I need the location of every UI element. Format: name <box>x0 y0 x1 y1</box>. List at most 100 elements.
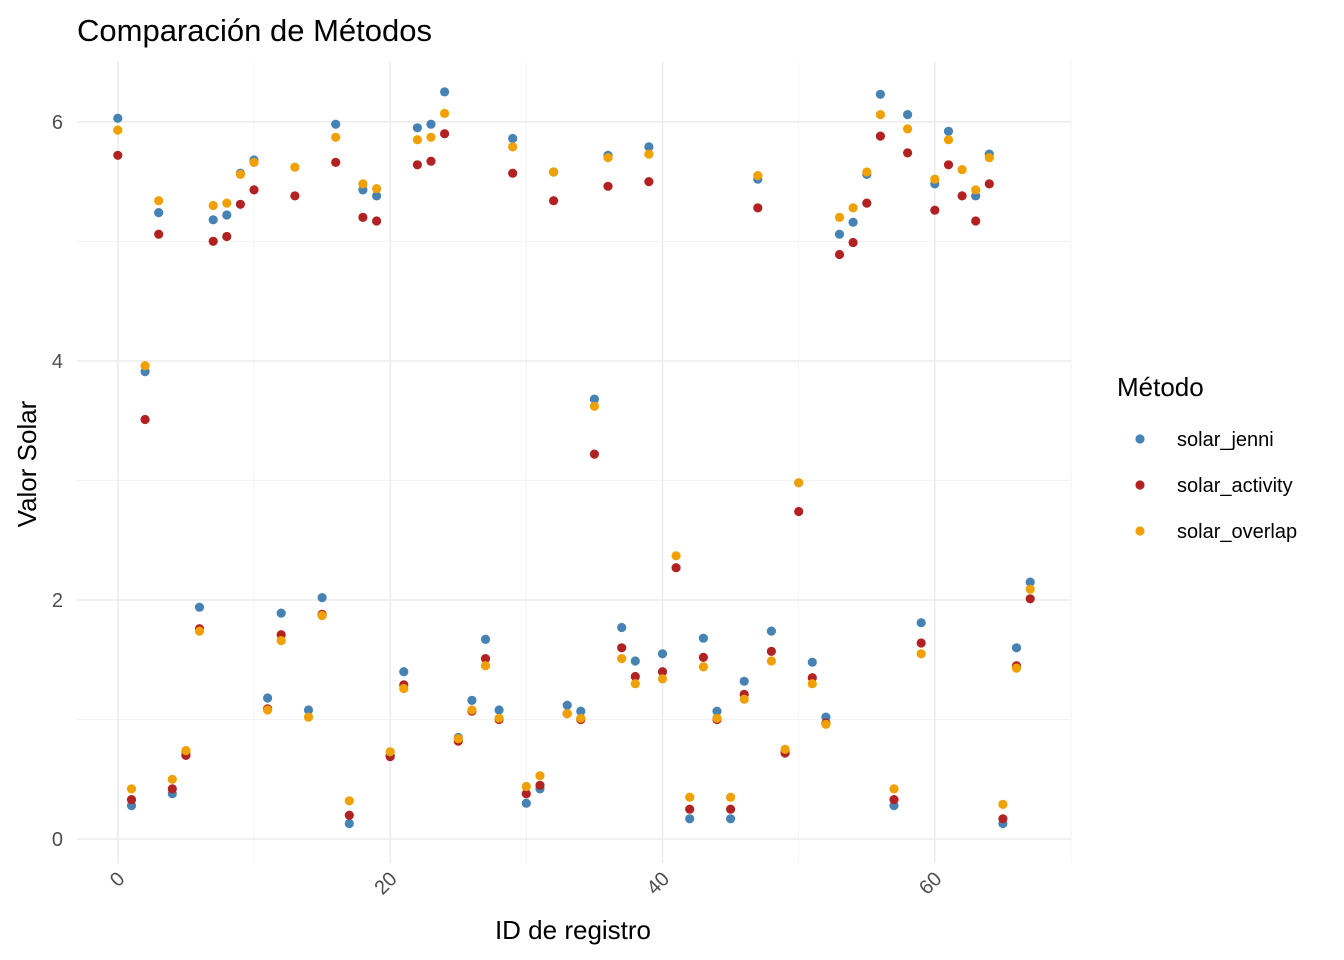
points-layer <box>113 87 1035 829</box>
data-point <box>508 133 518 144</box>
data-point <box>889 784 899 794</box>
data-point <box>521 798 531 808</box>
series-solar_overlap <box>113 108 1035 810</box>
data-point <box>426 132 436 142</box>
data-point <box>113 125 123 135</box>
data-point <box>971 185 981 195</box>
legend-label: solar_activity <box>1177 475 1293 497</box>
data-point <box>603 153 613 163</box>
series-solar_jenni <box>113 87 1035 829</box>
data-point <box>508 168 518 178</box>
data-point <box>903 148 913 158</box>
data-point <box>644 149 654 159</box>
data-point <box>222 231 232 242</box>
data-point <box>480 654 491 664</box>
data-point <box>549 167 559 177</box>
data-point <box>821 719 831 729</box>
grid <box>77 62 1072 863</box>
legend-item-solar_overlap: solar_overlap <box>1135 521 1297 543</box>
data-point <box>617 654 627 664</box>
data-point <box>657 674 668 684</box>
legend-label: solar_jenni <box>1177 429 1274 451</box>
data-point <box>535 780 545 790</box>
data-point <box>685 804 695 814</box>
data-point <box>698 662 709 672</box>
y-axis-ticks: 0 2 4 6 <box>52 112 63 851</box>
data-point <box>726 792 736 802</box>
data-point <box>726 804 736 814</box>
data-point <box>794 506 804 517</box>
x-tick-label: 60 <box>915 868 946 899</box>
data-point <box>562 709 572 719</box>
data-point <box>453 734 463 744</box>
y-tick-label: 2 <box>52 590 63 612</box>
data-point <box>494 705 504 715</box>
data-point <box>698 652 709 663</box>
data-point <box>235 199 245 209</box>
legend-key <box>1135 480 1145 490</box>
data-point <box>930 174 940 184</box>
legend-title: Método <box>1117 372 1204 402</box>
data-point <box>494 713 504 723</box>
data-point <box>208 200 218 211</box>
x-tick-label: 0 <box>106 868 129 891</box>
data-point <box>331 157 341 167</box>
data-point <box>344 810 354 820</box>
data-point <box>848 237 858 248</box>
data-point <box>412 135 422 145</box>
data-point <box>589 449 600 459</box>
data-point <box>807 679 817 689</box>
data-point <box>589 401 600 411</box>
data-point <box>358 179 368 189</box>
data-point <box>957 165 967 175</box>
data-point <box>576 706 586 716</box>
data-point <box>113 113 123 123</box>
legend: Método solar_jenni solar_activity solar_ov… <box>1117 372 1297 543</box>
data-point <box>766 626 777 636</box>
data-point <box>766 656 777 666</box>
legend-label: solar_overlap <box>1177 521 1297 543</box>
data-point <box>480 661 491 671</box>
data-point <box>440 129 450 139</box>
data-point <box>698 633 709 643</box>
data-point <box>263 693 273 703</box>
data-point <box>126 795 137 805</box>
data-point <box>276 608 286 618</box>
data-point <box>467 705 477 715</box>
legend-item-solar_activity: solar_activity <box>1135 475 1293 497</box>
data-point <box>685 792 695 802</box>
data-point <box>154 196 164 206</box>
data-point <box>753 203 763 213</box>
data-point <box>372 184 382 194</box>
data-point <box>222 198 232 208</box>
legend-item-solar_jenni: solar_jenni <box>1135 429 1274 451</box>
data-point <box>480 634 491 645</box>
data-point <box>331 132 341 142</box>
data-point <box>317 593 327 603</box>
data-point <box>126 784 137 794</box>
data-point <box>1011 643 1022 653</box>
data-point <box>1025 577 1035 587</box>
data-point <box>916 649 926 659</box>
data-point <box>998 799 1008 810</box>
y-tick-label: 4 <box>52 351 63 373</box>
data-point <box>739 676 749 686</box>
data-point <box>113 150 123 160</box>
data-point <box>208 236 218 246</box>
data-point <box>222 210 232 220</box>
data-point <box>1025 584 1035 594</box>
data-point <box>834 212 845 222</box>
data-point <box>766 646 777 657</box>
data-point <box>440 108 450 118</box>
data-point <box>903 110 913 120</box>
data-point <box>862 167 872 177</box>
data-point <box>249 157 259 167</box>
data-point <box>644 177 654 187</box>
data-point <box>154 208 164 218</box>
data-point <box>875 89 886 99</box>
x-tick-label: 40 <box>643 868 674 899</box>
data-point <box>208 215 218 225</box>
y-axis-title: Valor Solar <box>12 400 42 527</box>
data-point <box>194 602 205 612</box>
